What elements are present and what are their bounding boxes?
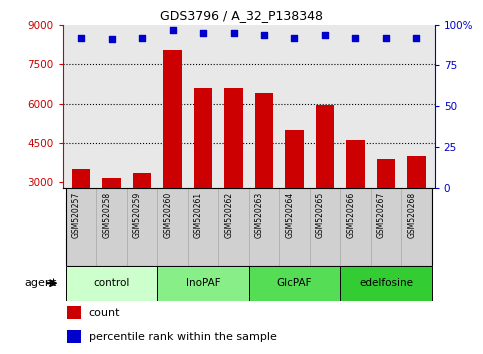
Bar: [249, 188, 279, 266]
Bar: [66, 188, 96, 266]
Point: [229, 30, 237, 36]
Point: [138, 35, 146, 41]
Text: GSM520258: GSM520258: [102, 192, 112, 238]
Text: GSM520266: GSM520266: [346, 192, 355, 238]
Point: [169, 27, 176, 33]
Bar: [377, 159, 395, 261]
Bar: [225, 88, 242, 261]
Bar: [127, 188, 157, 266]
Bar: [157, 188, 188, 266]
Text: GSM520264: GSM520264: [285, 192, 295, 238]
Bar: [157, 266, 249, 301]
Bar: [194, 88, 212, 261]
Point: [321, 32, 329, 38]
Text: GSM520265: GSM520265: [316, 192, 325, 238]
Text: percentile rank within the sample: percentile rank within the sample: [89, 332, 277, 342]
Text: GDS3796 / A_32_P138348: GDS3796 / A_32_P138348: [160, 9, 323, 22]
Bar: [72, 169, 90, 261]
Text: agent: agent: [24, 278, 57, 288]
Point: [291, 35, 298, 41]
Bar: [218, 188, 249, 266]
Text: edelfosine: edelfosine: [359, 278, 413, 288]
Bar: [163, 50, 182, 261]
Bar: [249, 266, 340, 301]
Text: control: control: [93, 278, 130, 288]
Text: GlcPAF: GlcPAF: [277, 278, 312, 288]
Bar: [255, 93, 273, 261]
Bar: [67, 330, 82, 343]
Text: GSM520268: GSM520268: [407, 192, 416, 238]
Text: GSM520260: GSM520260: [164, 192, 172, 238]
Text: InoPAF: InoPAF: [185, 278, 220, 288]
Bar: [67, 306, 82, 320]
Bar: [407, 156, 426, 261]
Bar: [188, 188, 218, 266]
Bar: [66, 266, 157, 301]
Bar: [316, 105, 334, 261]
Text: count: count: [89, 308, 120, 318]
Bar: [279, 188, 310, 266]
Bar: [340, 266, 432, 301]
Point: [77, 35, 85, 41]
Point: [260, 32, 268, 38]
Bar: [133, 173, 151, 261]
Text: GSM520261: GSM520261: [194, 192, 203, 238]
Text: GSM520259: GSM520259: [133, 192, 142, 238]
Point: [352, 35, 359, 41]
Bar: [346, 140, 365, 261]
Bar: [285, 130, 304, 261]
Text: GSM520262: GSM520262: [225, 192, 233, 238]
Bar: [102, 178, 121, 261]
Point: [382, 35, 390, 41]
Text: GSM520267: GSM520267: [377, 192, 386, 238]
Point: [199, 30, 207, 36]
Bar: [370, 188, 401, 266]
Text: GSM520257: GSM520257: [72, 192, 81, 238]
Point: [108, 36, 115, 42]
Bar: [96, 188, 127, 266]
Point: [412, 35, 420, 41]
Bar: [340, 188, 370, 266]
Bar: [401, 188, 432, 266]
Bar: [310, 188, 340, 266]
Text: GSM520263: GSM520263: [255, 192, 264, 238]
